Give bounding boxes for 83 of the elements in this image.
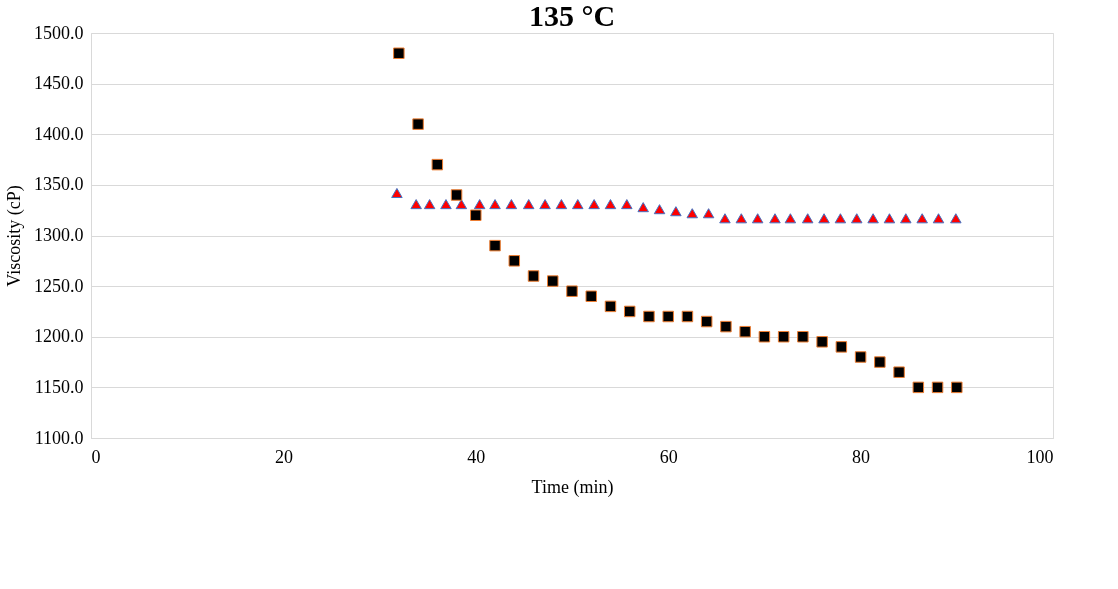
point: [585, 290, 597, 302]
point: [588, 199, 600, 210]
point: [470, 209, 482, 221]
x-axis-title: Time (min): [531, 476, 614, 498]
point: [450, 189, 463, 201]
point: [719, 213, 731, 224]
point: [950, 213, 962, 224]
point: [527, 270, 540, 282]
point: [508, 255, 521, 267]
point: [769, 213, 781, 224]
x-tick-label: 40: [467, 446, 486, 467]
y-tick-label: 1400.0: [34, 123, 84, 144]
y-tick-label: 1350.0: [34, 174, 84, 195]
point: [572, 199, 584, 210]
point: [932, 213, 945, 224]
x-tick-label: 0: [91, 446, 101, 467]
x-tick-label: 80: [852, 446, 871, 467]
point: [784, 213, 797, 224]
y-tick-label: 1250.0: [34, 275, 84, 296]
point: [653, 204, 666, 215]
point: [893, 366, 905, 378]
point: [489, 239, 501, 252]
y-tick-label: 1500.0: [34, 22, 84, 43]
point: [702, 208, 715, 219]
point: [623, 305, 636, 318]
point: [883, 213, 896, 224]
point: [851, 213, 863, 224]
point: [522, 199, 535, 210]
point: [916, 213, 928, 224]
point: [489, 199, 501, 210]
point: [686, 208, 698, 219]
point: [555, 199, 568, 210]
point: [816, 336, 828, 348]
point: [423, 199, 436, 210]
point: [681, 310, 694, 323]
point: [739, 325, 751, 338]
point: [473, 199, 486, 210]
y-tick-label: 1300.0: [34, 225, 84, 245]
point: [621, 199, 633, 210]
point: [440, 199, 452, 210]
point: [455, 199, 468, 210]
point: [720, 320, 732, 333]
point: [700, 315, 713, 328]
point: [777, 331, 790, 343]
point: [539, 199, 551, 210]
point: [412, 118, 424, 130]
point: [505, 199, 518, 210]
point: [818, 213, 830, 224]
point: [801, 213, 814, 224]
point: [670, 206, 682, 217]
point: [735, 213, 748, 224]
point: [604, 300, 617, 313]
point: [951, 381, 963, 394]
point: [662, 310, 674, 323]
point: [758, 331, 771, 343]
point: [637, 202, 649, 213]
x-tick-label: 60: [659, 446, 678, 467]
chart-title: 135 °C: [528, 0, 616, 32]
point: [912, 381, 925, 394]
y-tick-label: 1150.0: [34, 376, 84, 397]
point: [874, 356, 886, 368]
point: [604, 199, 617, 210]
point: [931, 381, 944, 394]
x-tick-label: 100: [1026, 446, 1054, 467]
point: [835, 341, 848, 353]
y-tick-label: 1100.0: [34, 427, 84, 448]
x-tick-label: 20: [274, 446, 293, 467]
point: [900, 213, 912, 224]
y-tick-label: 1200.0: [34, 326, 84, 347]
point: [547, 275, 559, 287]
point: [797, 331, 809, 343]
point: [391, 187, 403, 199]
point: [393, 47, 405, 59]
y-tick-label: 1450.0: [34, 73, 84, 94]
y-axis-title: Viscosity (cP): [4, 185, 25, 287]
point: [854, 351, 867, 363]
point: [867, 213, 879, 224]
point: [566, 285, 578, 297]
point: [410, 199, 422, 210]
point: [834, 213, 847, 224]
point: [431, 158, 444, 171]
point: [643, 310, 655, 323]
point: [751, 213, 764, 224]
